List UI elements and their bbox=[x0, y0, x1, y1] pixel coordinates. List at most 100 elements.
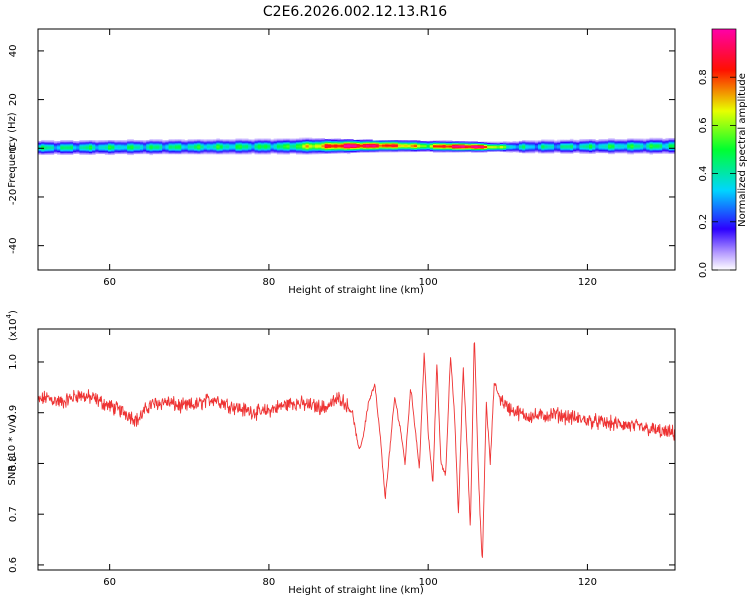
heatmap-cell bbox=[499, 144, 504, 146]
heatmap-cell bbox=[483, 143, 488, 146]
heatmap-cell bbox=[429, 147, 434, 149]
heatmap-cell bbox=[162, 140, 166, 142]
heatmap-cell bbox=[343, 139, 348, 141]
heatmap-cell bbox=[194, 153, 198, 155]
heatmap-cell bbox=[299, 149, 303, 151]
heatmap-cell bbox=[471, 150, 475, 153]
heatmap-cell bbox=[378, 151, 383, 153]
heatmap-cell bbox=[318, 149, 322, 152]
heatmap-cell bbox=[168, 147, 173, 149]
heatmap-cell bbox=[50, 152, 55, 154]
heatmap-cell bbox=[111, 147, 115, 150]
heatmap-cell bbox=[346, 146, 351, 148]
heatmap-cell bbox=[589, 141, 593, 144]
heatmap-cell bbox=[636, 140, 641, 142]
heatmap-cell bbox=[372, 150, 376, 152]
heatmap-cell bbox=[413, 142, 418, 144]
heatmap-cell bbox=[471, 145, 475, 148]
heatmap-cell bbox=[439, 143, 443, 145]
heatmap-cell bbox=[452, 143, 456, 145]
heatmap-cell bbox=[292, 152, 297, 154]
heatmap-cell bbox=[60, 141, 64, 144]
heatmap-cell bbox=[127, 145, 131, 147]
heatmap-cell bbox=[235, 139, 239, 141]
heatmap-cell bbox=[69, 141, 74, 144]
heatmap-cell bbox=[92, 148, 96, 151]
heatmap-cell bbox=[257, 140, 262, 142]
heatmap-cell bbox=[413, 145, 418, 148]
heatmap-cell bbox=[509, 150, 513, 152]
heatmap-cell bbox=[190, 151, 195, 153]
heatmap-cell bbox=[295, 153, 300, 155]
heatmap-cell bbox=[394, 148, 399, 150]
heatmap-cell bbox=[493, 141, 497, 143]
heatmap-cell bbox=[286, 149, 290, 151]
heatmap-cell bbox=[203, 140, 208, 142]
heatmap-cell bbox=[321, 139, 325, 141]
heatmap-cell bbox=[324, 146, 329, 149]
heatmap-cell bbox=[155, 148, 160, 150]
heatmap-cell bbox=[560, 146, 564, 148]
heatmap-cell bbox=[57, 146, 61, 149]
heatmap-cell bbox=[569, 140, 574, 143]
heatmap-cell bbox=[76, 142, 80, 145]
heatmap-cell bbox=[576, 150, 580, 152]
heatmap-cell bbox=[589, 144, 593, 147]
heatmap-cell bbox=[378, 149, 383, 151]
heatmap-cell bbox=[315, 138, 319, 140]
heatmap-cell bbox=[299, 144, 303, 146]
heatmap-cell bbox=[506, 142, 510, 144]
heatmap-cell bbox=[359, 151, 364, 153]
heatmap-cell bbox=[467, 146, 472, 149]
heatmap-cell bbox=[563, 149, 568, 151]
heatmap-cell bbox=[366, 145, 370, 147]
heatmap-cell bbox=[238, 143, 243, 145]
heatmap-cell bbox=[442, 148, 446, 150]
heatmap-cell bbox=[506, 147, 510, 149]
heatmap-cell bbox=[305, 141, 310, 143]
heatmap-cell bbox=[286, 146, 290, 148]
heatmap-cell bbox=[576, 149, 580, 151]
heatmap-cell bbox=[155, 147, 160, 149]
heatmap-cell bbox=[655, 150, 660, 152]
heatmap-cell bbox=[111, 142, 115, 144]
heatmap-cell bbox=[401, 148, 405, 151]
heatmap-cell bbox=[671, 140, 675, 143]
heatmap-cell bbox=[557, 151, 561, 153]
heatmap-cell bbox=[410, 147, 415, 150]
heatmap-cell bbox=[123, 140, 128, 142]
spectrogram-xtick-label: 120 bbox=[578, 277, 597, 288]
heatmap-cell bbox=[356, 149, 360, 151]
heatmap-cell bbox=[139, 144, 144, 146]
heatmap-cell bbox=[375, 140, 380, 142]
heatmap-cell bbox=[101, 151, 106, 154]
heatmap-cell bbox=[515, 142, 520, 144]
heatmap-cell bbox=[248, 152, 252, 154]
heatmap-cell bbox=[627, 143, 631, 145]
heatmap-cell bbox=[245, 141, 249, 143]
heatmap-cell bbox=[518, 149, 523, 151]
heatmap-cell bbox=[159, 150, 163, 153]
heatmap-cell bbox=[346, 152, 351, 155]
heatmap-cell bbox=[302, 151, 306, 153]
heatmap-cell bbox=[659, 140, 663, 143]
heatmap-cell bbox=[88, 150, 93, 153]
heatmap-cell bbox=[219, 145, 224, 147]
heatmap-cell bbox=[123, 152, 128, 155]
heatmap-cell bbox=[101, 149, 106, 152]
heatmap-cell bbox=[397, 147, 402, 149]
heatmap-cell bbox=[50, 153, 55, 155]
heatmap-cell bbox=[136, 141, 141, 143]
heatmap-cell bbox=[104, 144, 109, 147]
heatmap-cell bbox=[295, 143, 300, 145]
heatmap-cell bbox=[633, 152, 638, 154]
heatmap-cell bbox=[423, 147, 427, 150]
heatmap-cell bbox=[225, 148, 230, 150]
heatmap-cell bbox=[417, 144, 421, 147]
heatmap-cell bbox=[649, 146, 653, 148]
heatmap-cell bbox=[63, 149, 67, 152]
heatmap-cell bbox=[98, 140, 102, 142]
heatmap-cell bbox=[362, 148, 367, 150]
heatmap-cell bbox=[174, 151, 179, 154]
heatmap-cell bbox=[401, 141, 405, 143]
